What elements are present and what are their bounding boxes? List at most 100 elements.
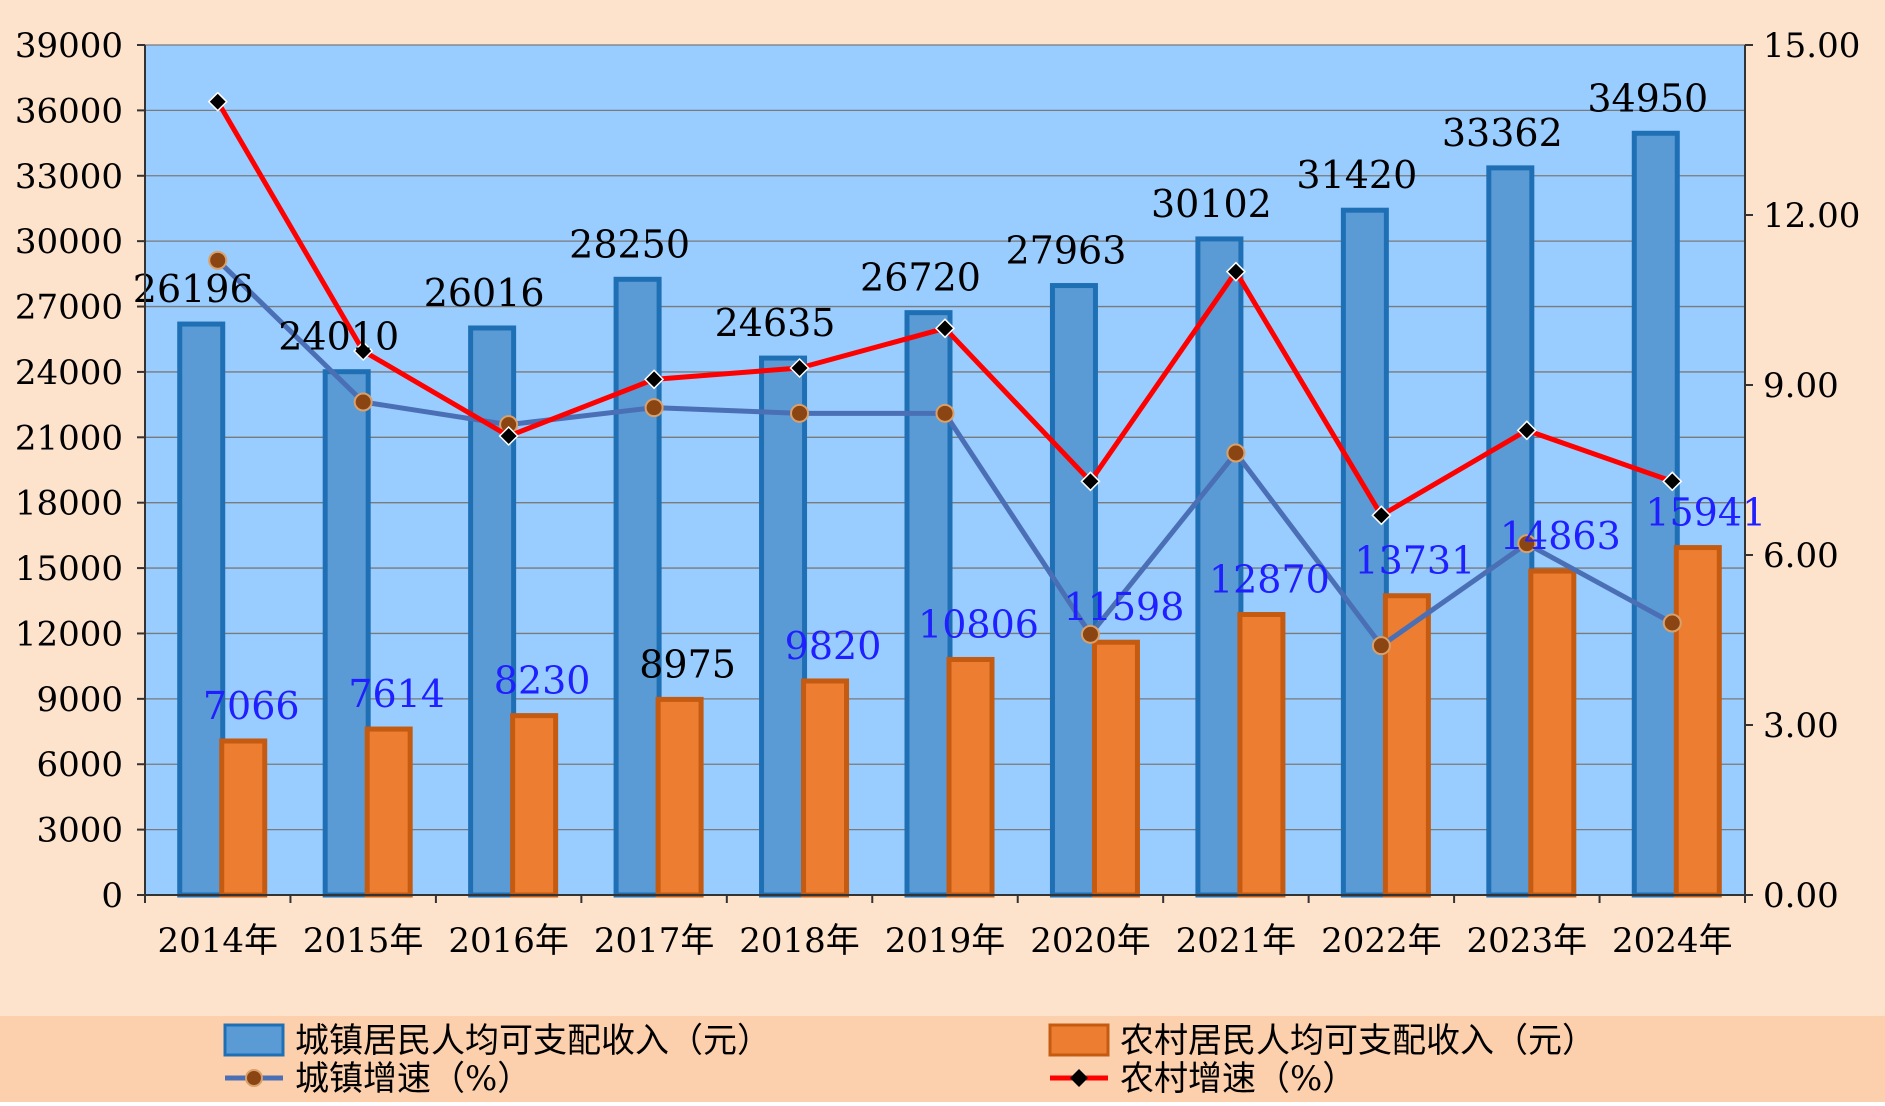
urban-income-label: 31420	[1296, 153, 1417, 197]
rural-income-label: 8230	[494, 659, 591, 703]
urban-income-label: 24010	[278, 315, 399, 359]
rural-growth-point	[789, 357, 810, 379]
rural-income-label: 8975	[639, 642, 736, 686]
urban-income-bar	[177, 321, 226, 898]
rural-income-bar	[510, 713, 559, 898]
y-right-tick-label: 3.00	[1763, 706, 1839, 746]
urban-growth-point	[1226, 443, 1246, 463]
urban-growth-point	[208, 250, 228, 270]
legend-label: 农村居民人均可支配收入（元）	[1120, 1021, 1596, 1061]
y-left-tick-label: 18000	[15, 484, 123, 524]
rural-income-label: 7614	[348, 672, 445, 716]
rural-growth-point	[1516, 420, 1537, 441]
y-left-tick-label: 15000	[15, 549, 123, 589]
rural-income-label: 11598	[1064, 585, 1185, 629]
y-right-tick-label: 6.00	[1763, 536, 1839, 576]
y-right-tick-label: 12.00	[1763, 196, 1860, 236]
rural-growth-point	[353, 340, 374, 362]
y-left-tick-label: 30000	[15, 222, 123, 262]
bars	[177, 130, 1722, 898]
urban-income-label: 27963	[1006, 229, 1127, 273]
y-right-tick-label: 15.00	[1763, 26, 1860, 66]
urban-growth-point	[1517, 534, 1537, 554]
rural-income-bar	[1673, 545, 1722, 898]
x-tick-label: 2023年	[1467, 921, 1588, 961]
urban-income-bar	[759, 355, 808, 898]
urban-income-bar	[322, 369, 371, 898]
y-left-tick-label: 27000	[15, 288, 123, 328]
rural-income-label: 13731	[1354, 539, 1475, 583]
legend: 城镇居民人均可支配收入（元） 农村居民人均可支配收入（元） 城镇增速（%） 农村增速（…	[223, 1021, 1596, 1099]
urban-income-bar	[1195, 236, 1244, 898]
urban-growth-point	[353, 392, 373, 412]
x-tick-label: 2024年	[1612, 921, 1733, 961]
y-left-tick-label: 12000	[15, 614, 123, 654]
y-left-tick-label: 36000	[15, 91, 123, 131]
urban-income-bar	[468, 325, 517, 898]
urban-growth-point	[1080, 624, 1100, 644]
y-right-tick-label: 9.00	[1763, 366, 1839, 406]
urban-growth-point	[790, 403, 810, 423]
rural-growth-point	[934, 318, 956, 339]
urban-growth-point	[935, 403, 955, 423]
legend-marker	[245, 1069, 263, 1087]
urban-income-label: 30102	[1151, 182, 1272, 226]
legend-swatch	[1048, 1023, 1110, 1057]
rural-income-label: 12870	[1209, 558, 1330, 602]
y-left-tick-label: 9000	[36, 680, 123, 720]
rural-growth-point	[1225, 261, 1246, 282]
legend-label: 城镇增速（%）	[295, 1059, 531, 1099]
x-tick-label: 2017年	[594, 921, 715, 961]
value-labels: 26196 24010 26016 28250 24635 26720 27963 30102…	[133, 76, 1766, 728]
rural-income-label: 15941	[1645, 491, 1766, 535]
y-left-tick-label: 21000	[15, 418, 123, 458]
legend-label: 农村增速（%）	[1120, 1059, 1356, 1099]
rural-income-bar	[1528, 568, 1577, 898]
urban-income-bar	[1340, 207, 1389, 898]
legend-swatch	[223, 1023, 285, 1057]
rural-income-bar	[364, 726, 413, 898]
x-tick-label: 2020年	[1030, 921, 1151, 961]
x-tick-label: 2019年	[885, 921, 1006, 961]
x-tick-label: 2018年	[739, 921, 860, 961]
y-left-tick-label: 0	[101, 876, 123, 916]
rural-income-label: 7066	[203, 684, 300, 728]
y-left-tick-label: 6000	[36, 745, 123, 785]
y-left-tick-label: 39000	[15, 26, 123, 66]
y-left-tick-label: 33000	[15, 157, 123, 197]
legend-label: 城镇居民人均可支配收入（元）	[295, 1021, 771, 1061]
rural-income-bar	[1091, 639, 1140, 898]
rural-income-bar	[655, 696, 704, 898]
urban-growth-point	[1371, 636, 1391, 656]
rural-income-bar	[801, 678, 850, 898]
legend-marker	[1070, 1069, 1088, 1087]
rural-income-bar	[1237, 612, 1286, 898]
x-tick-label: 2021年	[1176, 921, 1297, 961]
y-left-tick-label: 3000	[36, 811, 123, 851]
x-tick-label: 2015年	[303, 921, 424, 961]
growth-lines	[207, 91, 1683, 656]
urban-income-bar	[1486, 165, 1535, 898]
axes: 0 3000 6000 9000 12000 15000 18000 21000 24000 27…	[15, 26, 1861, 961]
rural-growth-point	[1662, 471, 1683, 492]
rural-income-label: 9820	[785, 624, 882, 668]
urban-income-label: 26016	[424, 271, 545, 315]
urban-income-label: 33362	[1442, 111, 1563, 155]
urban-income-label: 26196	[133, 267, 254, 311]
urban-income-label: 28250	[569, 222, 690, 266]
rural-growth-point	[498, 425, 519, 447]
rural-income-label: 14863	[1500, 514, 1621, 558]
rural-growth-point	[644, 369, 665, 390]
rural-income-bar	[219, 738, 268, 898]
y-right-tick-label: 0.00	[1763, 876, 1839, 916]
legend-band	[0, 1016, 1885, 1102]
rural-income-bar	[946, 656, 995, 898]
urban-income-label: 26720	[860, 256, 981, 300]
urban-income-label: 24635	[715, 301, 836, 345]
rural-growth-point	[1371, 505, 1392, 526]
rural-income-label: 10806	[918, 602, 1039, 646]
x-tick-label: 2022年	[1321, 921, 1442, 961]
urban-income-label: 34950	[1587, 76, 1708, 120]
